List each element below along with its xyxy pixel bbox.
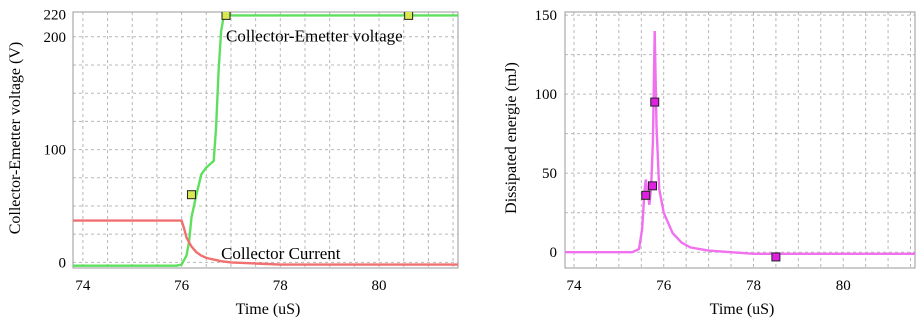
y-tick-label: 200 [44, 30, 67, 46]
x-tick-label: 74 [566, 278, 582, 294]
y-tick-label: 220 [44, 7, 67, 23]
series-marker [641, 190, 651, 200]
x-tick-label: 74 [75, 278, 91, 294]
chart-1: 74 76 78 80 0 100 200 220 Time (uS) Collector-Eme… [7, 7, 459, 318]
series-marker [186, 190, 196, 200]
y-tick-label: 0 [550, 245, 558, 261]
x-tick-label: 78 [273, 278, 288, 294]
annotation-label: Collector-Emetter voltage [226, 26, 403, 45]
y-tick-label: 0 [59, 255, 67, 271]
series-line [73, 219, 458, 266]
series-marker [771, 252, 781, 262]
x-tick-label: 80 [836, 278, 851, 294]
x-tick-label: 78 [746, 278, 761, 294]
y-axis-label: Dissipated energie (mJ) [503, 62, 520, 214]
series-line [73, 14, 458, 267]
x-tick-label: 76 [656, 278, 672, 294]
x-tick-label: 76 [174, 278, 190, 294]
plot-frame [564, 11, 916, 269]
plot-area [73, 12, 458, 267]
y-tick-label: 100 [44, 143, 67, 159]
x-axis-label: Time (uS) [710, 301, 775, 318]
grid [73, 12, 458, 268]
x-tick-label: 80 [372, 278, 387, 294]
series-marker [404, 12, 414, 20]
series-marker [650, 97, 660, 107]
plot-area [565, 30, 915, 262]
chart-2: 74 76 78 80 0 50 100 150 Time (uS) Dissipated ene… [503, 8, 916, 318]
x-axis-label: Time (uS) [236, 301, 301, 318]
y-axis-label: Collector-Emetter voltage (V) [7, 42, 24, 235]
annotation-label: Collector Current [221, 244, 341, 263]
series-marker [221, 12, 231, 20]
y-tick-label: 100 [535, 87, 558, 103]
y-tick-label: 50 [542, 166, 557, 182]
series-line [565, 30, 915, 255]
grid [565, 12, 915, 268]
plot-frame [72, 11, 459, 269]
y-tick-label: 150 [535, 8, 558, 24]
series-marker [648, 181, 657, 191]
